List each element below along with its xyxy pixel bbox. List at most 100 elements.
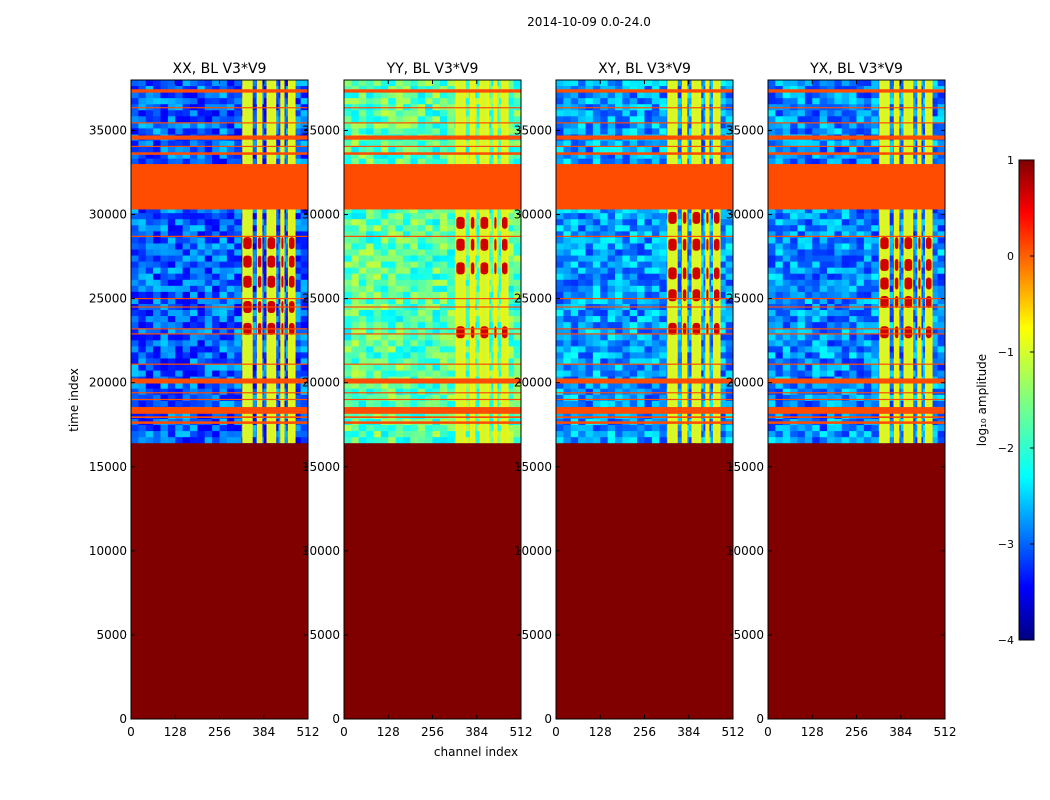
noise-cell	[373, 110, 382, 117]
noise-cell	[380, 279, 389, 287]
noise-cell	[462, 237, 470, 244]
noise-cell	[167, 310, 176, 317]
noise-cell	[145, 340, 154, 347]
noise-cell	[570, 261, 579, 269]
noise-cell	[718, 364, 727, 372]
noise-cell	[659, 358, 668, 366]
noise-cell	[395, 140, 404, 148]
noise-cell	[373, 310, 382, 317]
noise-cell	[219, 116, 228, 123]
noise-cell	[182, 370, 191, 378]
noise-cell	[153, 207, 161, 214]
noise-cell	[234, 158, 243, 166]
noise-cell	[410, 213, 419, 220]
noise-cell	[395, 425, 404, 432]
noise-cell	[226, 213, 235, 220]
noise-cell	[293, 310, 302, 317]
noise-cell	[578, 322, 586, 329]
noise-cell	[366, 231, 374, 238]
noise-cell	[366, 249, 374, 257]
noise-cell	[578, 310, 586, 317]
noise-cell	[403, 249, 411, 257]
noise-cell	[212, 231, 220, 238]
noise-cell	[556, 273, 564, 281]
noise-cell	[212, 273, 220, 281]
noise-cell	[506, 291, 515, 299]
noise-cell	[417, 140, 426, 148]
noise-cell	[366, 291, 374, 299]
noise-cell	[388, 243, 397, 251]
noise-cell	[886, 158, 894, 166]
noise-cell	[674, 146, 682, 154]
noise-cell	[886, 128, 894, 135]
noise-cell	[160, 231, 169, 238]
panel-title: YY, BL V3*V9	[386, 61, 479, 77]
noise-cell	[513, 388, 522, 396]
noise-cell	[131, 340, 139, 347]
noise-cell	[358, 400, 367, 408]
noise-cell	[556, 394, 564, 402]
noise-cell	[563, 231, 572, 238]
noise-cell	[160, 340, 169, 347]
noise-cell	[644, 255, 653, 263]
noise-cell	[674, 249, 682, 257]
y-tick-label: 25000	[302, 292, 340, 306]
noise-cell	[768, 110, 776, 117]
y-tick-label: 0	[119, 712, 127, 726]
noise-cell	[790, 92, 798, 99]
noise-cell	[160, 273, 169, 281]
noise-cell	[506, 388, 515, 396]
noise-cell	[578, 425, 586, 432]
noise-cell	[380, 394, 389, 402]
noise-cell	[718, 255, 727, 263]
noise-cell	[403, 358, 411, 366]
noise-cell	[138, 340, 147, 347]
noise-cell	[249, 328, 257, 335]
noise-cell	[219, 213, 228, 220]
noise-cell	[439, 322, 448, 329]
noise-cell	[358, 328, 367, 335]
noise-cell	[388, 207, 397, 214]
noise-cell	[380, 80, 389, 87]
noise-cell	[659, 297, 668, 305]
noise-cell	[718, 237, 727, 244]
noise-cell	[153, 158, 161, 166]
noise-cell	[366, 146, 374, 154]
noise-cell	[410, 243, 419, 251]
noise-cell	[380, 364, 389, 372]
x-tick-label: 256	[208, 725, 231, 739]
noise-cell	[366, 322, 374, 329]
noise-cell	[249, 237, 257, 244]
noise-cell	[592, 334, 601, 341]
noise-cell	[373, 412, 382, 420]
noise-cell	[856, 116, 865, 123]
noise-cell	[249, 92, 257, 99]
noise-cell	[651, 412, 660, 420]
noise-cell	[585, 425, 594, 432]
noise-cell	[563, 261, 572, 269]
noise-cell	[417, 213, 426, 220]
noise-cell	[204, 110, 213, 117]
noise-cell	[167, 322, 176, 329]
noise-cell	[563, 388, 572, 396]
noise-cell	[138, 237, 147, 244]
flagged-line	[344, 363, 521, 365]
noise-cell	[380, 425, 389, 432]
noise-cell	[937, 158, 946, 166]
noise-cell	[293, 261, 302, 269]
noise-cell	[380, 146, 389, 154]
noise-cell	[145, 346, 154, 353]
flagged-line	[131, 333, 308, 335]
noise-cell	[388, 297, 397, 305]
noise-cell	[167, 225, 176, 232]
noise-cell	[167, 213, 176, 220]
noise-cell	[725, 328, 734, 335]
noise-cell	[513, 394, 522, 402]
panel-3: YX, BL V3*V90 128 256 384 512050001000015000…	[726, 61, 957, 739]
noise-cell	[629, 219, 638, 226]
noise-cell	[718, 243, 727, 251]
noise-cell	[366, 316, 374, 323]
noise-cell	[249, 370, 257, 378]
noise-cell	[644, 80, 653, 87]
noise-cell	[775, 116, 784, 123]
